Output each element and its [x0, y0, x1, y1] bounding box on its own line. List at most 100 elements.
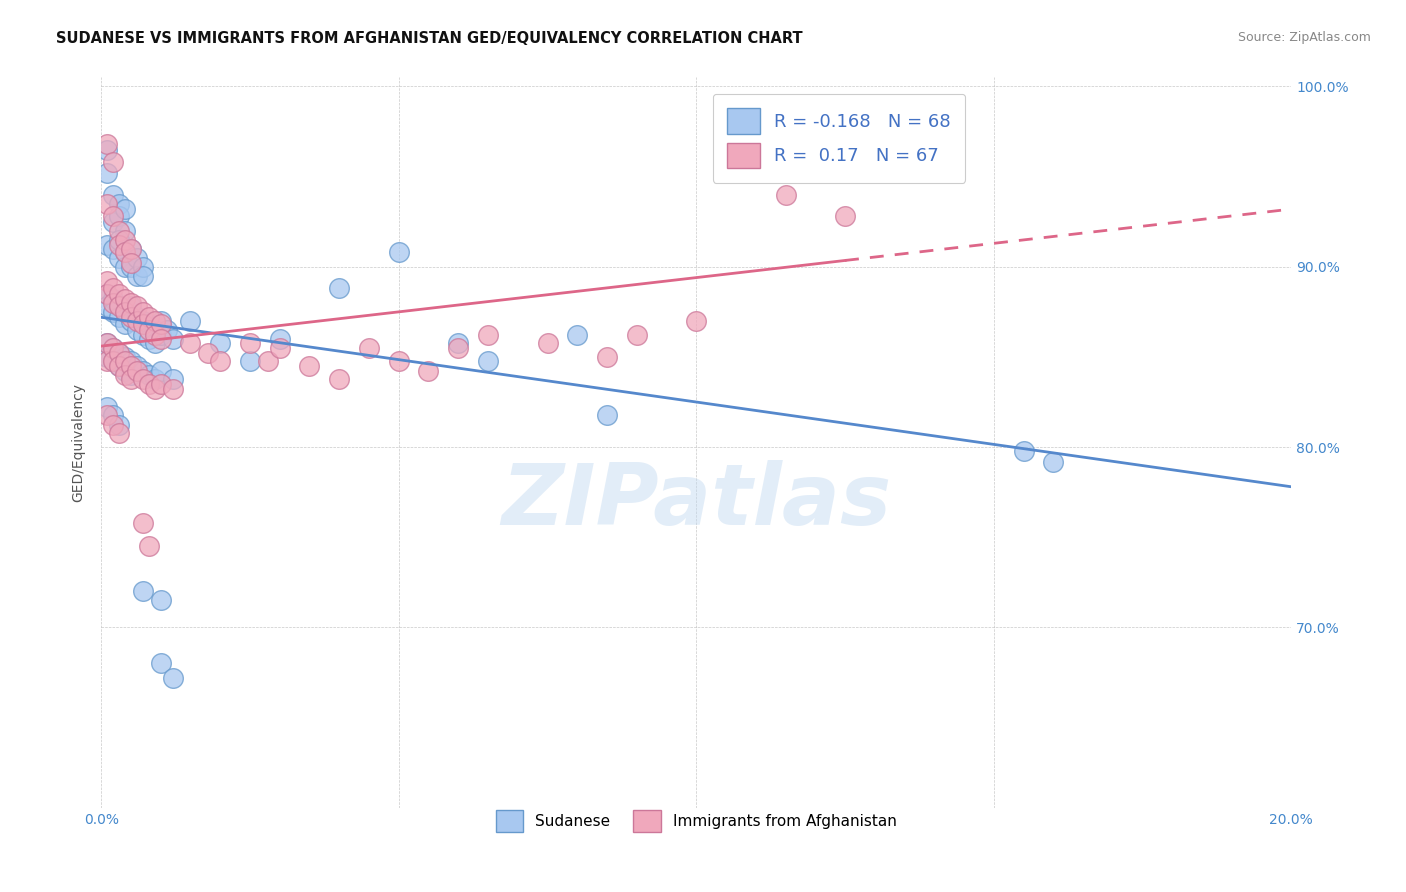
- Point: [834, 209, 856, 223]
- Point: [149, 593, 172, 607]
- Point: [96, 166, 118, 180]
- Point: [108, 300, 131, 314]
- Point: [101, 242, 124, 256]
- Point: [108, 310, 131, 325]
- Point: [108, 359, 131, 373]
- Point: [143, 335, 166, 350]
- Point: [120, 371, 142, 385]
- Point: [536, 335, 558, 350]
- Point: [114, 233, 136, 247]
- Point: [114, 368, 136, 382]
- Point: [125, 310, 148, 325]
- Point: [108, 346, 131, 360]
- Point: [108, 300, 131, 314]
- Point: [143, 383, 166, 397]
- Point: [162, 671, 184, 685]
- Point: [114, 350, 136, 364]
- Point: [179, 314, 201, 328]
- Point: [138, 368, 160, 382]
- Point: [120, 310, 142, 325]
- Point: [125, 251, 148, 265]
- Point: [477, 353, 499, 368]
- Point: [114, 353, 136, 368]
- Point: [685, 314, 707, 328]
- Point: [101, 305, 124, 319]
- Point: [108, 209, 131, 223]
- Point: [596, 350, 619, 364]
- Point: [108, 233, 131, 247]
- Point: [101, 281, 124, 295]
- Point: [114, 305, 136, 319]
- Point: [239, 335, 262, 350]
- Point: [149, 314, 172, 328]
- Point: [477, 328, 499, 343]
- Point: [388, 353, 411, 368]
- Point: [125, 359, 148, 373]
- Point: [626, 328, 648, 343]
- Point: [101, 353, 124, 368]
- Point: [1012, 443, 1035, 458]
- Point: [120, 242, 142, 256]
- Point: [132, 260, 155, 274]
- Point: [357, 341, 380, 355]
- Point: [132, 328, 155, 343]
- Point: [96, 137, 118, 152]
- Point: [162, 383, 184, 397]
- Point: [96, 286, 118, 301]
- Point: [101, 209, 124, 223]
- Point: [132, 371, 155, 385]
- Point: [120, 314, 142, 328]
- Point: [143, 314, 166, 328]
- Point: [96, 350, 118, 364]
- Legend: Sudanese, Immigrants from Afghanistan: Sudanese, Immigrants from Afghanistan: [484, 797, 910, 844]
- Point: [114, 364, 136, 378]
- Point: [143, 371, 166, 385]
- Point: [125, 300, 148, 314]
- Point: [120, 256, 142, 270]
- Point: [114, 260, 136, 274]
- Point: [114, 305, 136, 319]
- Point: [132, 305, 155, 319]
- Point: [209, 335, 232, 350]
- Point: [179, 335, 201, 350]
- Point: [114, 318, 136, 332]
- Point: [132, 364, 155, 378]
- Point: [256, 353, 278, 368]
- Point: [418, 364, 440, 378]
- Point: [120, 353, 142, 368]
- Point: [125, 268, 148, 283]
- Point: [96, 335, 118, 350]
- Point: [96, 408, 118, 422]
- Point: [269, 332, 291, 346]
- Point: [108, 286, 131, 301]
- Point: [132, 516, 155, 530]
- Point: [108, 196, 131, 211]
- Point: [162, 371, 184, 385]
- Point: [101, 418, 124, 433]
- Point: [596, 408, 619, 422]
- Point: [101, 187, 124, 202]
- Point: [149, 657, 172, 671]
- Point: [149, 376, 172, 391]
- Point: [96, 238, 118, 252]
- Point: [567, 328, 589, 343]
- Point: [239, 353, 262, 368]
- Point: [138, 376, 160, 391]
- Point: [138, 310, 160, 325]
- Point: [138, 318, 160, 332]
- Point: [132, 318, 155, 332]
- Point: [96, 300, 118, 314]
- Point: [138, 539, 160, 553]
- Point: [108, 224, 131, 238]
- Point: [108, 238, 131, 252]
- Point: [132, 314, 155, 328]
- Point: [143, 328, 166, 343]
- Point: [388, 245, 411, 260]
- Point: [138, 332, 160, 346]
- Point: [108, 251, 131, 265]
- Point: [101, 341, 124, 355]
- Point: [197, 346, 219, 360]
- Point: [101, 215, 124, 229]
- Point: [149, 318, 172, 332]
- Y-axis label: GED/Equivalency: GED/Equivalency: [72, 383, 86, 502]
